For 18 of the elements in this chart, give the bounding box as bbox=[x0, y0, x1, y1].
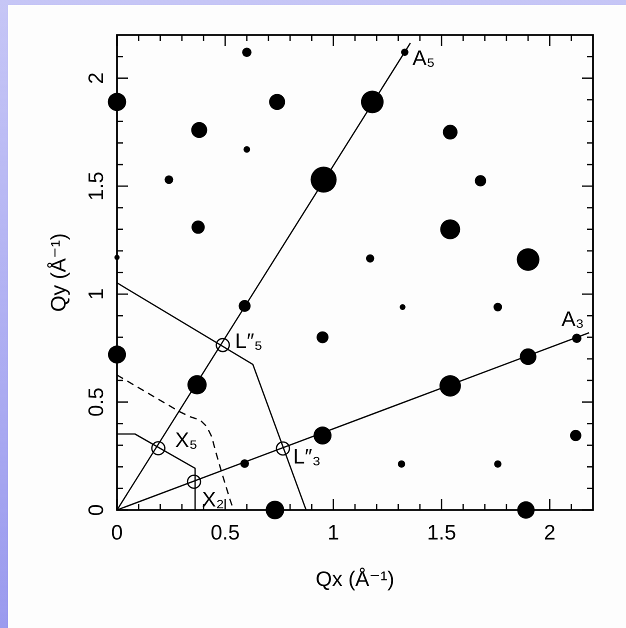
y-tick-label: 0 bbox=[85, 504, 108, 516]
y-tick-label: 1.5 bbox=[85, 172, 108, 201]
y-axis-title: Qy (Å⁻¹) bbox=[46, 233, 70, 312]
annotation: L″₃ bbox=[293, 445, 321, 468]
annotation: A₅ bbox=[412, 47, 435, 70]
y-tick-label: 1 bbox=[85, 288, 108, 300]
annotation: L″₅ bbox=[235, 330, 263, 353]
x-axis-title: Qx (Å⁻¹) bbox=[316, 567, 394, 592]
x-tick-label: 0.5 bbox=[210, 521, 240, 544]
x-tick-label: 2 bbox=[544, 521, 556, 544]
annotation: X₂ bbox=[202, 488, 224, 512]
y-tick-label: 0.5 bbox=[85, 387, 108, 417]
annotation: X₅ bbox=[175, 429, 198, 452]
x-tick-label: 1.5 bbox=[426, 521, 456, 544]
annotation: A₃ bbox=[561, 308, 584, 332]
y-tick-label: 2 bbox=[85, 72, 108, 84]
x-tick-label: 0 bbox=[111, 521, 123, 544]
x-tick-label: 1 bbox=[328, 521, 340, 544]
